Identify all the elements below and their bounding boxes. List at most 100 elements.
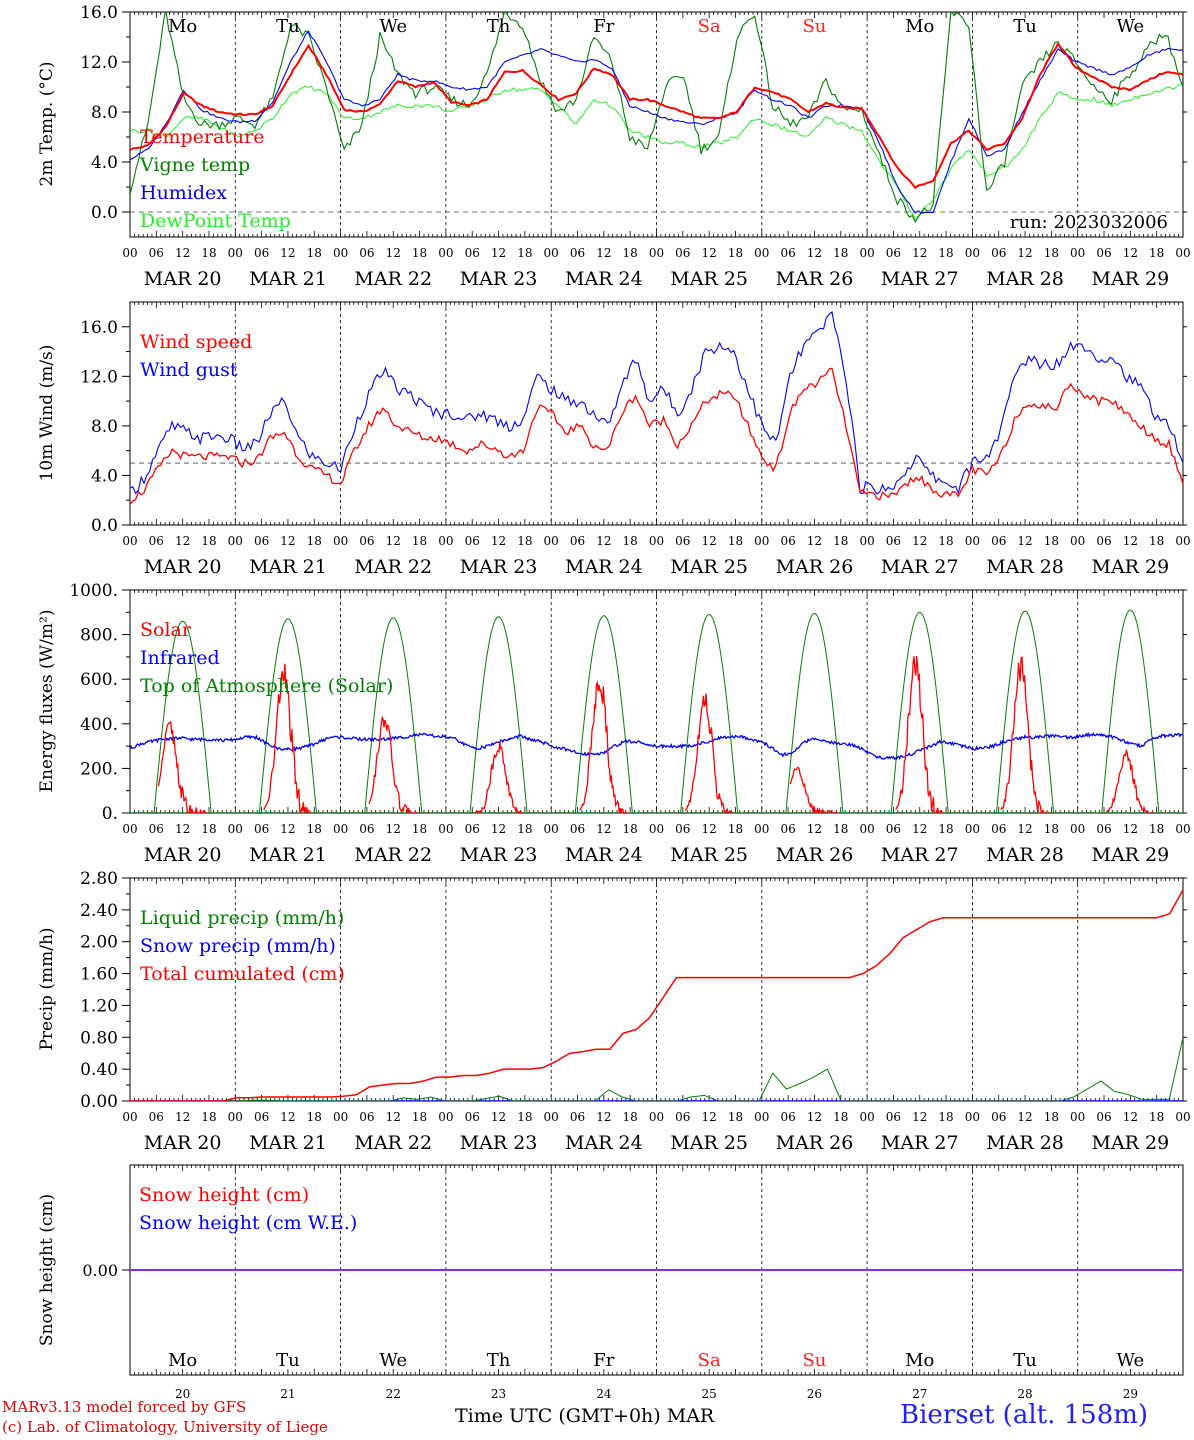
date-label: MAR 27 <box>881 1132 959 1154</box>
series-toa-day <box>469 616 528 813</box>
hour-label: 00 <box>438 246 453 260</box>
hour-label: 12 <box>175 534 190 548</box>
hour-label: 00 <box>1070 822 1085 836</box>
hour-label: 00 <box>228 246 243 260</box>
hour-label: 18 <box>1044 246 1059 260</box>
series-temperature <box>130 41 1183 190</box>
hour-label: 18 <box>307 534 322 548</box>
hour-label: 06 <box>780 246 795 260</box>
date-label: MAR 28 <box>986 556 1064 578</box>
date-label: MAR 24 <box>565 268 643 290</box>
series-toa-day <box>364 617 423 813</box>
plot-frame <box>129 11 1184 238</box>
legend-humidex: Humidex <box>140 182 227 204</box>
hour-label: 18 <box>1149 246 1164 260</box>
hour-label: 12 <box>1123 1110 1138 1124</box>
hour-label: 00 <box>333 534 348 548</box>
hour-label: 00 <box>859 246 874 260</box>
series-total-cumulated <box>130 889 1183 1101</box>
hour-label: 06 <box>991 246 1006 260</box>
hour-label: 06 <box>570 1110 585 1124</box>
series-toa-day <box>574 615 633 813</box>
day-name-top: Mo <box>168 16 197 37</box>
day-number-bottom: 22 <box>386 1387 401 1401</box>
y-tick-label: 8.0 <box>91 417 118 437</box>
hour-label: 12 <box>386 534 401 548</box>
hour-label: 12 <box>807 1110 822 1124</box>
hour-label: 06 <box>675 534 690 548</box>
hour-label: 18 <box>201 822 216 836</box>
hour-label: 06 <box>465 822 480 836</box>
hour-label: 12 <box>912 534 927 548</box>
date-label: MAR 25 <box>670 1132 748 1154</box>
y-tick-label: 12.0 <box>80 367 118 387</box>
hour-label: 12 <box>912 1110 927 1124</box>
day-number-bottom: 27 <box>912 1387 927 1401</box>
day-number-bottom: 29 <box>1123 1387 1138 1401</box>
legend-solar: Solar <box>140 619 192 641</box>
day-name-top: Mo <box>905 16 934 37</box>
hour-label: 12 <box>1123 534 1138 548</box>
hour-label: 12 <box>175 246 190 260</box>
hour-label: 06 <box>1096 246 1111 260</box>
hour-label: 00 <box>1175 534 1190 548</box>
hour-label: 00 <box>1070 534 1085 548</box>
hour-label: 12 <box>1017 1110 1032 1124</box>
date-label: MAR 25 <box>670 844 748 866</box>
hour-label: 12 <box>912 822 927 836</box>
hour-label: 18 <box>517 822 532 836</box>
legend-snow-height: Snow height (cm) <box>139 1184 309 1206</box>
hour-label: 00 <box>122 1110 137 1124</box>
date-label: MAR 21 <box>249 268 327 290</box>
day-name-bottom: Tu <box>1013 1350 1037 1371</box>
hour-label: 12 <box>491 1110 506 1124</box>
run-label: run: 2023032006 <box>1010 212 1168 233</box>
hour-label: 18 <box>1044 534 1059 548</box>
hour-label: 18 <box>307 246 322 260</box>
date-label: MAR 21 <box>249 844 327 866</box>
hour-label: 18 <box>938 1110 953 1124</box>
date-label: MAR 29 <box>1091 556 1169 578</box>
day-name-top: Th <box>487 16 511 37</box>
hour-label: 00 <box>228 534 243 548</box>
hour-label: 06 <box>991 822 1006 836</box>
panel-3: Energy fluxes (W/m²) 1000. 800. 600. 400. 200… <box>37 581 1191 866</box>
day-name-top: We <box>1117 16 1145 37</box>
y-tick-label: 400. <box>80 715 118 735</box>
date-label: MAR 23 <box>460 844 538 866</box>
hour-label: 12 <box>386 246 401 260</box>
series-solar-day <box>579 680 628 813</box>
series-toa-day <box>1101 609 1160 813</box>
day-number-bottom: 23 <box>491 1387 506 1401</box>
hour-label: 06 <box>1096 1110 1111 1124</box>
day-name-bottom: We <box>379 1350 407 1371</box>
legend-total-cumulated: Total cumulated (cm) <box>140 963 345 985</box>
y-tick-label: 800. <box>80 626 118 646</box>
hour-label: 00 <box>228 822 243 836</box>
hour-label: 06 <box>465 1110 480 1124</box>
series-solar-day <box>1105 749 1155 813</box>
hour-label: 00 <box>333 246 348 260</box>
hour-label: 00 <box>1175 1110 1190 1124</box>
hour-label: 12 <box>175 1110 190 1124</box>
date-label: MAR 22 <box>354 268 432 290</box>
hour-label: 18 <box>517 1110 532 1124</box>
hour-label: 06 <box>886 246 901 260</box>
hour-label: 06 <box>991 1110 1006 1124</box>
hour-label: 18 <box>201 1110 216 1124</box>
hour-label: 12 <box>807 822 822 836</box>
hour-label: 18 <box>517 534 532 548</box>
date-label: MAR 22 <box>354 556 432 578</box>
hour-label: 06 <box>570 534 585 548</box>
hour-label: 12 <box>175 822 190 836</box>
y-tick-label: 16.0 <box>80 318 118 338</box>
date-label: MAR 27 <box>881 268 959 290</box>
series-solar-day <box>474 741 523 813</box>
date-label: MAR 25 <box>670 268 748 290</box>
panel-1: 2m Temp. (°C) 16.0 12.0 8.0 4.0 0.0 00 06 12 18 MA… <box>37 3 1191 290</box>
hour-label: 18 <box>412 246 427 260</box>
x-axis-month: MAR <box>666 1405 715 1427</box>
series-toa-day <box>258 618 317 813</box>
y-tick-label: 1.20 <box>80 996 118 1016</box>
legend-infrared: Infrared <box>140 647 220 669</box>
